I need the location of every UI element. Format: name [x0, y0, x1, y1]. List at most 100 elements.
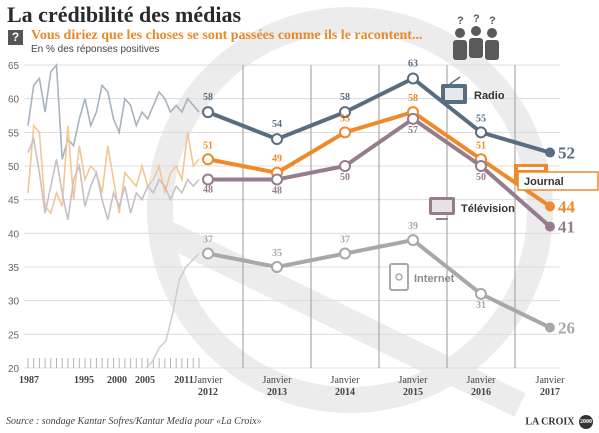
data-label-television: 48: [203, 184, 213, 195]
data-point-internet: [475, 287, 487, 300]
data-label-internet: 39: [408, 221, 418, 232]
x-tick-year: 2017: [540, 387, 560, 398]
data-point-radio: [545, 147, 555, 158]
x-tick-label: 2000: [107, 375, 127, 386]
data-point-journal: [339, 126, 351, 139]
logo-text: LA CROIX: [525, 416, 575, 428]
series-line-journal: [207, 110, 552, 209]
y-tick-label: 60: [8, 95, 20, 106]
watermark-ring: [147, 7, 553, 413]
history-line-television: [27, 136, 200, 221]
data-point-television: [475, 160, 487, 172]
data-point-radio: [202, 106, 214, 119]
data-label-journal: 55: [340, 113, 350, 124]
data-label-radio: 58: [340, 92, 350, 103]
page-title: La crédibilité des médias: [7, 2, 242, 27]
data-point-internet: [339, 247, 351, 260]
data-point-internet: [545, 322, 555, 333]
y-tick-label: 30: [8, 297, 20, 308]
x-tick-label: Janvier: [194, 375, 224, 386]
data-label-journal: 49: [272, 154, 282, 165]
x-tick-year: 2014: [335, 387, 355, 398]
data-point-television: [202, 173, 214, 186]
y-tick-label: 45: [8, 196, 20, 207]
history-line-journal: [27, 123, 200, 215]
newspaper-icon-line: [518, 167, 544, 170]
question-icon: ?: [8, 30, 23, 45]
person-icon-body: [485, 40, 499, 60]
chart-subtitle: Vous diriez que les choses se sont passé…: [31, 28, 423, 43]
unit-note: En % des réponses positives: [31, 44, 160, 55]
y-tick-label: 40: [8, 229, 20, 240]
mobile-icon: [389, 263, 409, 291]
final-value-television: 41: [558, 218, 575, 237]
la-croix-logo: LA CROIX 2000: [525, 415, 593, 429]
x-tick-label: Janvier: [263, 375, 293, 386]
question-mark-icon: ?: [489, 15, 496, 27]
data-label-radio: 55: [476, 113, 486, 124]
data-label-radio: 63: [408, 58, 418, 69]
person-icon-head: [487, 28, 497, 38]
y-tick-label: 20: [8, 364, 20, 375]
data-point-television: [271, 173, 283, 186]
series-label-television: Télévision: [461, 203, 515, 215]
x-tick-year: 2016: [471, 387, 491, 398]
x-tick-label: Janvier: [536, 375, 566, 386]
data-point-television: [339, 160, 351, 172]
x-tick-label: 2005: [135, 375, 155, 386]
series-label-journal: Journal: [524, 176, 564, 188]
data-label-television: 50: [340, 172, 350, 183]
x-tick-year: 2012: [198, 387, 218, 398]
series-line-internet: [207, 238, 551, 330]
data-label-radio: 58: [203, 92, 213, 103]
data-point-television: [407, 112, 419, 125]
data-point-radio: [271, 133, 283, 146]
data-point-journal: [545, 201, 555, 212]
x-tick-label: Janvier: [331, 375, 361, 386]
y-tick-label: 65: [8, 61, 20, 72]
y-tick-label: 50: [8, 162, 20, 173]
data-label-internet: 35: [272, 248, 282, 259]
tv-icon-screen: [432, 200, 452, 212]
series-label-internet: Internet: [414, 273, 455, 285]
mobile-icon-signal: [395, 273, 403, 281]
x-tick-label: Janvier: [399, 375, 429, 386]
data-label-journal: 51: [203, 140, 213, 151]
logo-mark: 2000: [579, 415, 593, 429]
data-label-internet: 31: [476, 300, 486, 311]
radio-icon-antenna: [449, 76, 461, 85]
y-tick-label: 25: [8, 330, 20, 341]
person-icon-body: [453, 40, 467, 60]
x-tick-label: 1995: [74, 375, 94, 386]
data-point-radio: [339, 106, 351, 119]
question-mark-icon: ?: [473, 13, 480, 25]
data-point-television: [545, 221, 555, 232]
watermark-bar: [154, 218, 526, 417]
data-label-television: 48: [272, 185, 282, 196]
data-label-journal: 58: [408, 93, 418, 104]
x-tick-year: 2015: [403, 387, 423, 398]
final-value-internet: 26: [558, 319, 575, 338]
person-icon-head: [455, 28, 465, 38]
series-line-radio: [207, 76, 551, 155]
final-value-radio: 52: [558, 144, 575, 163]
x-tick-label: Janvier: [467, 375, 497, 386]
data-point-radio: [475, 126, 487, 139]
question-mark-icon: ?: [457, 15, 464, 27]
data-label-internet: 37: [340, 235, 350, 246]
radio-icon-dial: [445, 88, 463, 100]
series-label-box-journal: [517, 171, 599, 191]
source-note: Source : sondage Kantar Sofres/Kantar Me…: [6, 416, 262, 427]
y-tick-label: 55: [8, 128, 20, 139]
person-icon-body: [469, 38, 483, 58]
data-label-radio: 54: [272, 119, 282, 130]
series-line-television: [208, 116, 552, 229]
history-line-radio: [27, 62, 200, 160]
data-point-internet: [271, 261, 283, 273]
data-label-journal: 51: [476, 140, 486, 151]
data-point-journal: [202, 153, 214, 166]
data-label-television: 50: [476, 172, 486, 183]
data-point-radio: [407, 72, 419, 85]
